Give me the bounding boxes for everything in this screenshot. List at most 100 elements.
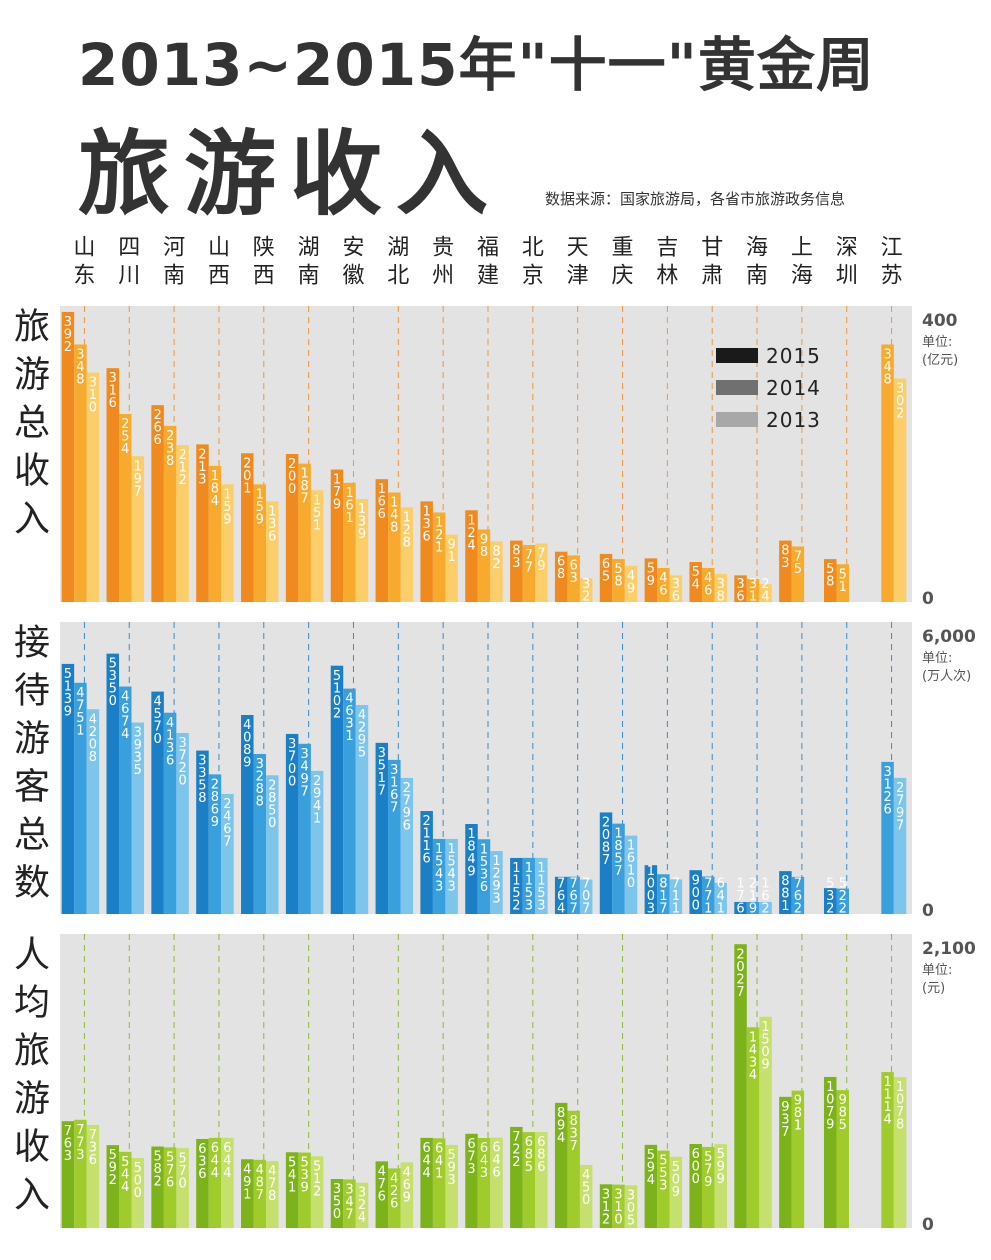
data-label: 900 [692,873,700,913]
data-label-char: 1 [647,864,655,879]
data-label-char: 3 [614,1188,622,1203]
data-label-char: 5 [109,682,117,697]
data-label-char: 9 [448,538,456,553]
data-label: 49 [627,569,635,597]
data-label: 347 [345,1182,353,1222]
data-label-char: 3 [358,515,366,530]
data-label-char: 0 [896,1093,904,1108]
data-label: 711 [672,877,680,917]
data-label-char: 9 [300,772,308,787]
data-label-char: 1 [313,811,321,826]
data-label-char: 1 [448,842,456,857]
bar [689,562,702,602]
category-label: 山东 [73,236,95,289]
data-label-char: 5 [153,707,161,722]
data-label-char: 5 [109,1148,117,1163]
bar [567,1110,580,1228]
y-min-label: 0 [922,901,934,921]
category-label-char: 京 [522,264,544,289]
bar [176,1148,189,1228]
bar [477,1137,491,1228]
bar [714,1144,727,1228]
data-label-char: 7 [256,1188,264,1203]
data-label-char: 5 [134,763,142,778]
bar [445,838,458,914]
data-label-char: 4 [390,508,398,523]
category-label-char: 庆 [612,264,634,289]
data-label-char: 5 [153,1150,161,1165]
panel-title-char: 收 [14,1127,50,1168]
data-label-char: 6 [692,1147,700,1162]
data-label: 38 [717,577,725,605]
bar [298,743,311,914]
category-label-char: 北 [387,264,409,289]
data-label-char: 3 [134,751,142,766]
data-label-char: 5 [672,1160,680,1175]
data-label-char: 7 [570,902,578,917]
panel-title-char: 总 [14,403,50,444]
data-label-char: 5 [448,854,456,869]
data-label: 981 [794,1094,802,1134]
data-label-char: 8 [268,1189,276,1204]
data-label-char: 5 [761,1032,769,1047]
data-label-char: 3 [358,1186,366,1201]
bar [131,1158,145,1228]
data-label-char: 5 [839,877,847,892]
data-label-char: 1 [268,504,276,519]
data-label-char: 0 [647,877,655,892]
data-label-char: 3 [89,1141,97,1156]
data-label-char: 9 [467,865,475,880]
data-label-char: 5 [717,1147,725,1162]
bar [310,770,324,914]
data-label-char: 2 [467,526,475,541]
data-label: 139 [358,502,366,542]
bar [746,902,760,914]
data-label-char: 2 [883,790,891,805]
data-label-char: 3 [390,763,398,778]
data-label-char: 2 [839,902,847,917]
data-label-char: 5 [256,500,264,515]
data-label-char: 0 [826,1092,834,1107]
category-label-char: 苏 [881,264,903,289]
data-label-char: 7 [403,793,411,808]
data-label-char: 8 [602,840,610,855]
category-label: 贵州 [432,236,454,289]
data-label-char: 4 [243,718,251,733]
category-label-char: 北 [522,236,544,261]
data-label-char: 5 [268,803,276,818]
data-label-char: 8 [243,743,251,758]
data-label-char: 4 [883,360,891,375]
bar [241,715,254,914]
category-label-char: 安 [342,236,364,261]
y-max-label: 2,100 [922,939,976,959]
bar [61,311,75,602]
data-label-char: 7 [826,1105,834,1120]
data-label-char: 3 [480,1166,488,1181]
category-label: 湖南 [298,236,320,289]
legend-swatch [716,412,758,427]
data-label-char: 7 [794,550,802,565]
data-label-char: 6 [223,822,231,837]
data-label: 646 [492,1141,500,1181]
bar [106,368,120,602]
data-label-char: 7 [570,1139,578,1154]
data-label-char: 3 [198,1155,206,1170]
data-label-char: 8 [153,1162,161,1177]
bar [779,871,792,914]
data-label: 63 [570,558,578,586]
data-label: 763 [64,1124,72,1164]
data-label-char: 0 [134,1174,142,1189]
data-label: 570 [178,1151,186,1191]
data-label-char: 7 [525,548,533,563]
panel-title-char: 待 [14,671,50,712]
data-label: 161 [345,486,353,526]
data-label-char: 1 [749,1030,757,1045]
data-label-char: 6 [480,880,488,895]
data-label-char: 5 [313,506,321,521]
